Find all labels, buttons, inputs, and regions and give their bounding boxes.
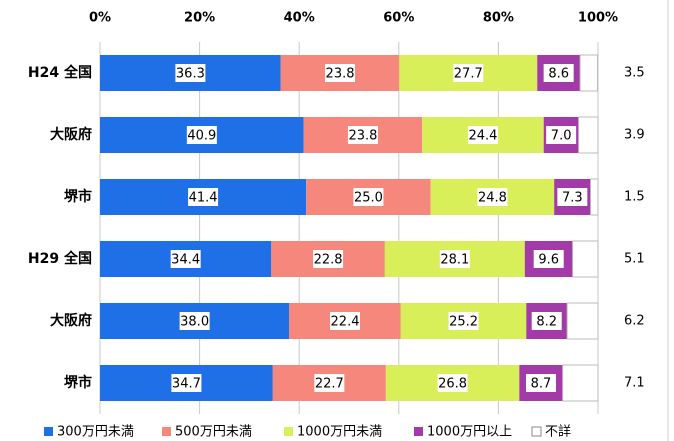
category-label: 堺市: [64, 188, 92, 205]
value-label-box: [439, 250, 470, 268]
value-label: 1.5: [624, 190, 645, 205]
value-label: 3.9: [624, 128, 645, 143]
value-label-box: [325, 64, 356, 82]
value-label: 7.1: [624, 376, 645, 391]
value-label-box: [437, 374, 468, 392]
bar-segment: [562, 364, 599, 402]
value-label: 34.4: [171, 253, 200, 268]
category-label: 堺市: [64, 374, 92, 391]
category-label: H24 全国: [28, 64, 92, 81]
value-label: 7.3: [562, 191, 583, 206]
value-label-box: [330, 312, 361, 330]
category-label: 大阪府: [50, 126, 92, 143]
value-label: 28.1: [440, 253, 469, 268]
value-label-box: [314, 374, 345, 392]
value-label: 25.0: [354, 191, 383, 206]
bar-segment: [578, 116, 599, 154]
legend-label: 300万円未満: [57, 425, 134, 440]
value-label: 5.1: [624, 252, 645, 267]
value-label: 26.8: [438, 377, 467, 392]
x-tick-label: 0%: [89, 11, 111, 26]
value-label: 8.7: [531, 377, 552, 392]
bar-segment: [572, 240, 599, 278]
value-label: 22.7: [315, 377, 344, 392]
legend-label: 1000万円未満: [297, 425, 382, 440]
value-label: 8.2: [536, 315, 557, 330]
bar-segment: [579, 54, 599, 92]
legend-label: 1000万円以上: [427, 425, 512, 440]
x-tick-label: 100%: [578, 11, 618, 26]
value-label: 24.4: [468, 129, 497, 144]
value-label-box: [170, 250, 201, 268]
value-label-box: [313, 250, 344, 268]
value-label: 23.8: [348, 129, 377, 144]
category-label: H29 全国: [28, 250, 92, 267]
value-label-box: [477, 188, 508, 206]
value-label: 6.2: [624, 314, 645, 329]
value-label: 7.0: [551, 129, 572, 144]
x-tick-label: 80%: [483, 11, 514, 26]
value-label: 3.5: [624, 66, 645, 81]
value-label-box: [179, 312, 210, 330]
value-label: 23.8: [326, 67, 355, 82]
value-label: 34.7: [172, 377, 201, 392]
value-label: 22.8: [314, 253, 343, 268]
value-label-box: [347, 126, 378, 144]
value-label-box: [557, 188, 588, 206]
value-label-box: [543, 64, 574, 82]
legend-swatch: [162, 427, 171, 436]
legend-swatch: [414, 427, 423, 436]
x-tick-label: 40%: [284, 11, 315, 26]
value-label-box: [467, 126, 498, 144]
value-label-box: [188, 188, 219, 206]
value-label-box: [531, 312, 562, 330]
value-label-box: [453, 64, 484, 82]
legend-swatch: [284, 427, 293, 436]
x-tick-label: 20%: [184, 11, 215, 26]
value-label-box: [171, 374, 202, 392]
value-label-box: [186, 126, 217, 144]
legend-swatch: [44, 427, 53, 436]
value-label: 36.3: [176, 67, 205, 82]
x-tick-label: 60%: [383, 11, 414, 26]
bar-segment: [566, 302, 599, 340]
legend-label: 不詳: [545, 424, 571, 440]
value-label-box: [175, 64, 206, 82]
value-label: 24.8: [478, 191, 507, 206]
value-label-box: [353, 188, 384, 206]
legend-swatch: [531, 426, 542, 437]
value-label-box: [525, 374, 556, 392]
value-label-box: [448, 312, 479, 330]
value-label-box: [533, 250, 564, 268]
value-label-box: [546, 126, 577, 144]
legend-label: 500万円未満: [175, 425, 252, 440]
value-label: 27.7: [454, 67, 483, 82]
value-label: 38.0: [180, 315, 209, 330]
value-label: 25.2: [449, 315, 478, 330]
value-label: 8.6: [548, 67, 569, 82]
value-label: 40.9: [187, 129, 216, 144]
bar-segment: [590, 178, 599, 216]
value-label: 22.4: [331, 315, 360, 330]
value-label: 9.6: [538, 253, 559, 268]
category-label: 大阪府: [50, 312, 92, 329]
value-label: 41.4: [189, 191, 218, 206]
